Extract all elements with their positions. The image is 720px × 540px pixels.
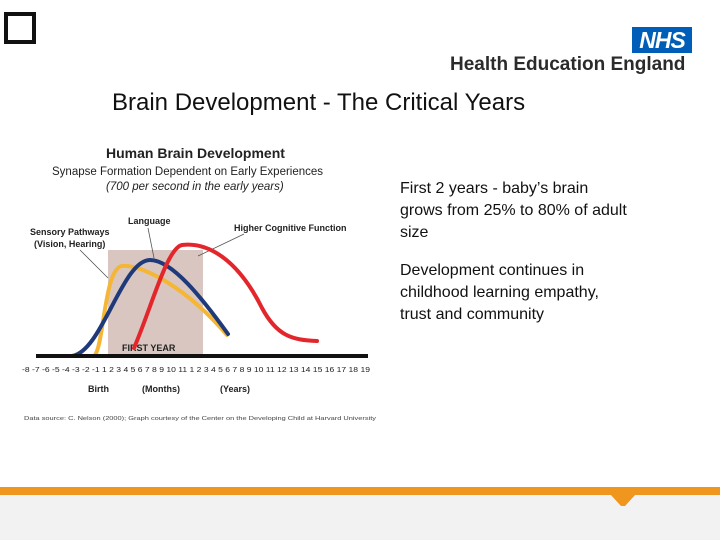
pointer-higher	[197, 233, 245, 257]
bullet-item-2: Development continues in childhood learn…	[400, 262, 599, 323]
label-sensory-1: Sensory Pathways	[30, 227, 110, 237]
curve-sensory-pathways	[92, 263, 229, 358]
figure-source: Data source: C. Nelson (2000); Graph cou…	[24, 416, 376, 422]
axis-months: (Months)	[142, 384, 180, 394]
label-language: Language	[128, 216, 171, 226]
axis-years: (Years)	[220, 384, 250, 394]
organization-name: Health Education England	[450, 54, 686, 75]
pointer-language	[147, 227, 155, 259]
bullet-list: First 2 years - baby’s brain grows from …	[400, 178, 630, 342]
footer-area	[0, 495, 720, 540]
curve-language	[70, 257, 230, 358]
pointer-sensory	[79, 249, 109, 279]
slide-title: Brain Development - The Critical Years	[112, 89, 526, 116]
slide-corner-icon	[4, 12, 36, 44]
footer-accent-bar	[0, 487, 720, 495]
nhs-logo: NHS	[632, 27, 692, 53]
label-sensory-2: (Vision, Hearing)	[34, 239, 105, 249]
first-year-label: FIRST YEAR	[122, 343, 176, 353]
figure-title: Human Brain Development	[106, 145, 285, 161]
brain-development-figure: Human Brain Development Synapse Formatio…	[22, 145, 376, 422]
curve-higher-cognitive	[132, 242, 319, 350]
label-higher-cognitive: Higher Cognitive Function	[234, 223, 347, 233]
figure-subtitle: Synapse Formation Dependent on Early Exp…	[52, 166, 323, 178]
figure-subtitle-2: (700 per second in the early years)	[106, 181, 284, 193]
bullet-item-1: First 2 years - baby’s brain grows from …	[400, 180, 627, 241]
axis-numbers: -8 -7 -6 -5 -4 -3 -2 -1 1 2 3 4 5 6 7 8 …	[22, 365, 370, 374]
axis-birth: Birth	[88, 384, 109, 394]
footer-notch-icon	[610, 494, 636, 506]
